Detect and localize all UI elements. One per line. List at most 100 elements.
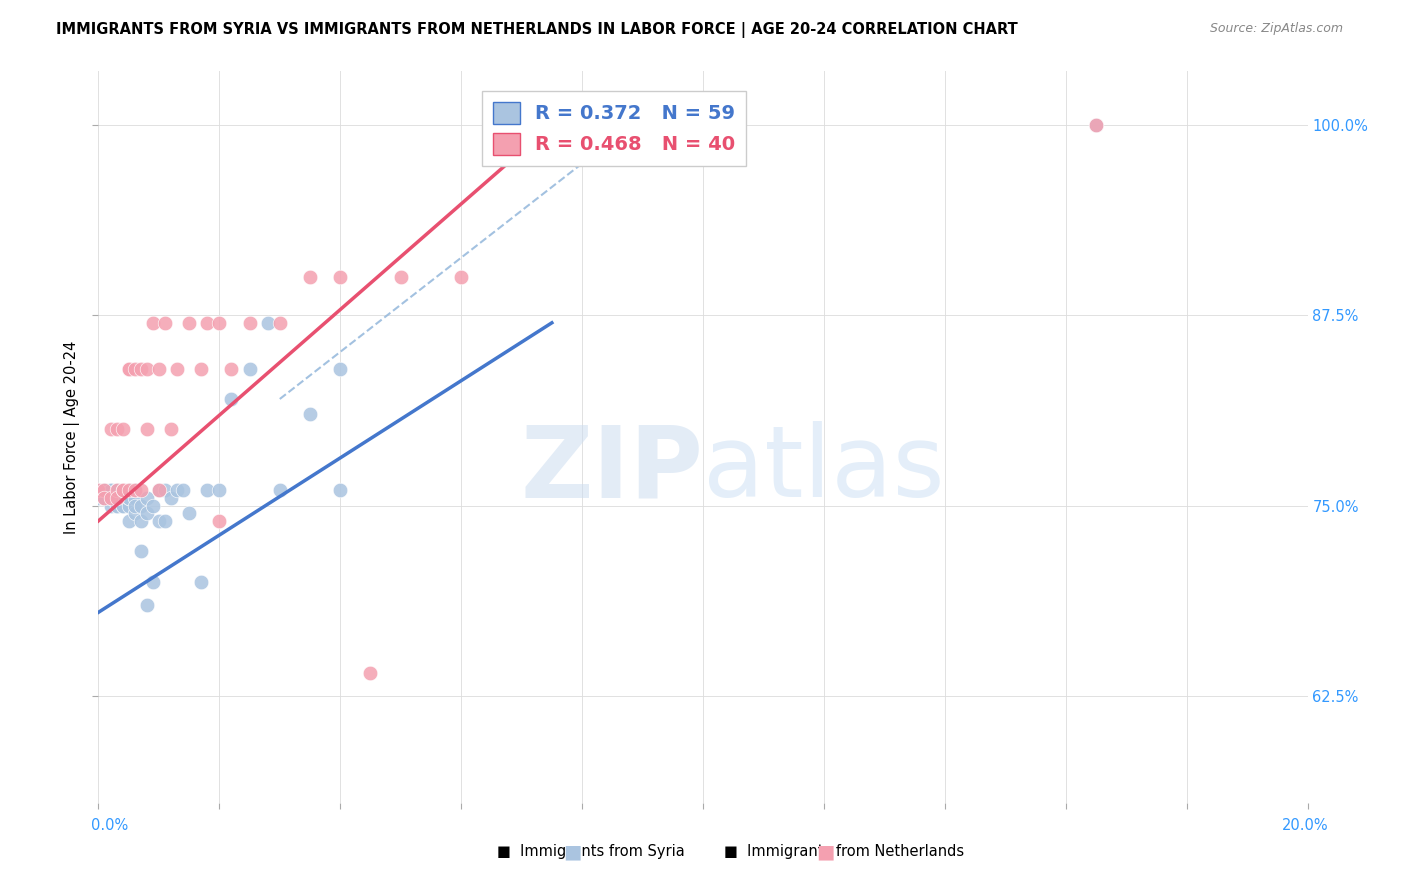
Point (111, 483, 134, 498)
Point (135, 422, 157, 436)
Point (160, 422, 183, 436)
Point (153, 483, 176, 498)
Point (142, 499, 165, 513)
Point (269, 316, 291, 330)
Point (239, 316, 262, 330)
Point (105, 483, 128, 498)
Point (1085, 118, 1108, 132)
Point (118, 361, 141, 376)
Point (661, 133, 683, 147)
Point (389, 270, 412, 285)
Point (148, 361, 170, 376)
Point (105, 499, 128, 513)
Text: ■  Immigrants from Syria: ■ Immigrants from Syria (496, 845, 685, 859)
Text: ZIP: ZIP (520, 422, 703, 518)
Point (118, 491, 141, 505)
Point (111, 499, 134, 513)
Point (208, 483, 231, 498)
Point (111, 491, 134, 505)
Point (160, 491, 183, 505)
Point (93, 483, 115, 498)
Point (111, 499, 134, 513)
Point (190, 361, 212, 376)
Point (105, 491, 128, 505)
Point (124, 491, 146, 505)
Point (208, 316, 231, 330)
Point (153, 514, 176, 528)
Point (87, 483, 110, 498)
Point (129, 544, 152, 558)
Y-axis label: In Labor Force | Age 20-24: In Labor Force | Age 20-24 (63, 341, 80, 533)
Point (87, 491, 110, 505)
Point (135, 598, 157, 612)
Point (360, 666, 382, 681)
Point (100, 422, 122, 436)
Point (153, 316, 176, 330)
Point (87, 483, 110, 498)
Point (256, 316, 278, 330)
Point (142, 316, 165, 330)
Point (450, 270, 472, 285)
Point (105, 483, 128, 498)
Point (118, 483, 141, 498)
Point (329, 361, 352, 376)
Text: ■: ■ (562, 842, 582, 862)
Point (329, 483, 352, 498)
Point (299, 270, 322, 285)
Point (111, 483, 134, 498)
Point (124, 499, 146, 513)
Point (100, 499, 122, 513)
Point (124, 361, 146, 376)
Point (105, 491, 128, 505)
Point (118, 514, 141, 528)
Point (208, 514, 231, 528)
Point (135, 491, 157, 505)
Point (129, 499, 152, 513)
Point (118, 499, 141, 513)
Point (100, 491, 122, 505)
Text: ■  Immigrants from Netherlands: ■ Immigrants from Netherlands (724, 845, 963, 859)
Point (105, 422, 128, 436)
Point (129, 514, 152, 528)
Point (135, 361, 157, 376)
Point (93, 491, 115, 505)
Point (329, 270, 352, 285)
Point (148, 514, 170, 528)
Point (148, 483, 170, 498)
Point (118, 483, 141, 498)
Point (93, 491, 115, 505)
Point (1085, 118, 1108, 132)
Point (299, 407, 322, 421)
Legend: R = 0.372   N = 59, R = 0.468   N = 40: R = 0.372 N = 59, R = 0.468 N = 40 (482, 91, 745, 166)
Point (148, 483, 170, 498)
Point (239, 361, 262, 376)
Text: IMMIGRANTS FROM SYRIA VS IMMIGRANTS FROM NETHERLANDS IN LABOR FORCE | AGE 20-24 : IMMIGRANTS FROM SYRIA VS IMMIGRANTS FROM… (56, 22, 1018, 38)
Point (129, 483, 152, 498)
Point (142, 574, 165, 589)
Point (190, 574, 212, 589)
Point (100, 491, 122, 505)
Point (118, 361, 141, 376)
Point (124, 483, 146, 498)
Point (100, 491, 122, 505)
Point (129, 361, 152, 376)
Point (105, 499, 128, 513)
Text: Source: ZipAtlas.com: Source: ZipAtlas.com (1209, 22, 1343, 36)
Point (100, 483, 122, 498)
Point (179, 316, 201, 330)
Point (93, 483, 115, 498)
Point (93, 483, 115, 498)
Point (172, 483, 194, 498)
Point (135, 506, 157, 520)
Point (195, 316, 218, 330)
Point (111, 491, 134, 505)
Point (166, 361, 188, 376)
Point (221, 361, 243, 376)
Point (124, 506, 146, 520)
Point (179, 506, 201, 520)
Point (166, 483, 188, 498)
Point (105, 491, 128, 505)
Text: 0.0%: 0.0% (91, 818, 128, 832)
Point (111, 422, 134, 436)
Point (195, 483, 218, 498)
